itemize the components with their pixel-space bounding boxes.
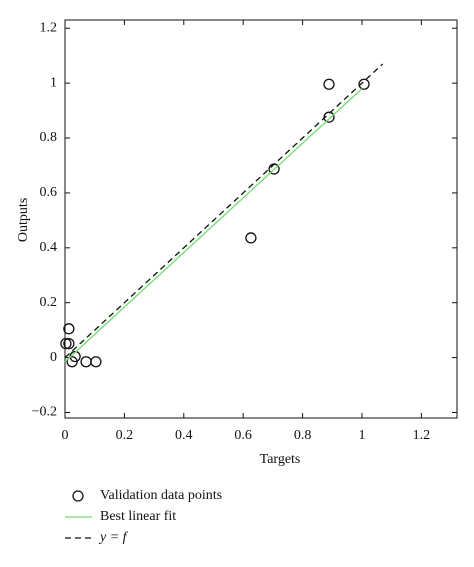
fit-line (64, 88, 363, 363)
y-tick-label: 0.6 (40, 185, 58, 200)
y-tick-label: 1 (50, 75, 57, 90)
data-point (245, 232, 257, 244)
y-tick-label: 0.4 (40, 240, 58, 255)
legend-label: y = f (98, 530, 129, 545)
legend-symbol (72, 490, 84, 502)
data-point (358, 78, 370, 90)
x-tick-label: 0 (62, 428, 69, 443)
y-axis-label: Outputs (16, 198, 31, 242)
y-tick-label: 0.2 (40, 295, 58, 310)
x-tick-label: 1 (358, 428, 365, 443)
y-tick-label: 1.2 (40, 20, 58, 35)
data-point (63, 323, 75, 335)
x-tick-label: 0.4 (175, 428, 193, 443)
x-tick-label: 1.2 (413, 428, 431, 443)
y-tick-label: 0.8 (40, 130, 58, 145)
x-tick-label: 0.2 (116, 428, 134, 443)
x-tick-label: 0.6 (234, 428, 252, 443)
data-point (323, 78, 335, 90)
fit-line (64, 63, 384, 359)
y-tick-label: −0.2 (32, 405, 57, 420)
data-point (323, 111, 335, 123)
x-axis-label: Targets (260, 452, 301, 467)
data-point (63, 337, 75, 350)
data-point (90, 356, 102, 368)
y-tick-label: 0 (50, 350, 57, 365)
x-tick-label: 0.8 (294, 428, 312, 443)
data-point (60, 337, 72, 350)
data-point (80, 356, 92, 368)
plot-frame (64, 19, 458, 419)
legend-label: Best linear fit (100, 509, 176, 524)
data-point (66, 356, 78, 368)
legend-label: Validation data points (100, 488, 222, 503)
